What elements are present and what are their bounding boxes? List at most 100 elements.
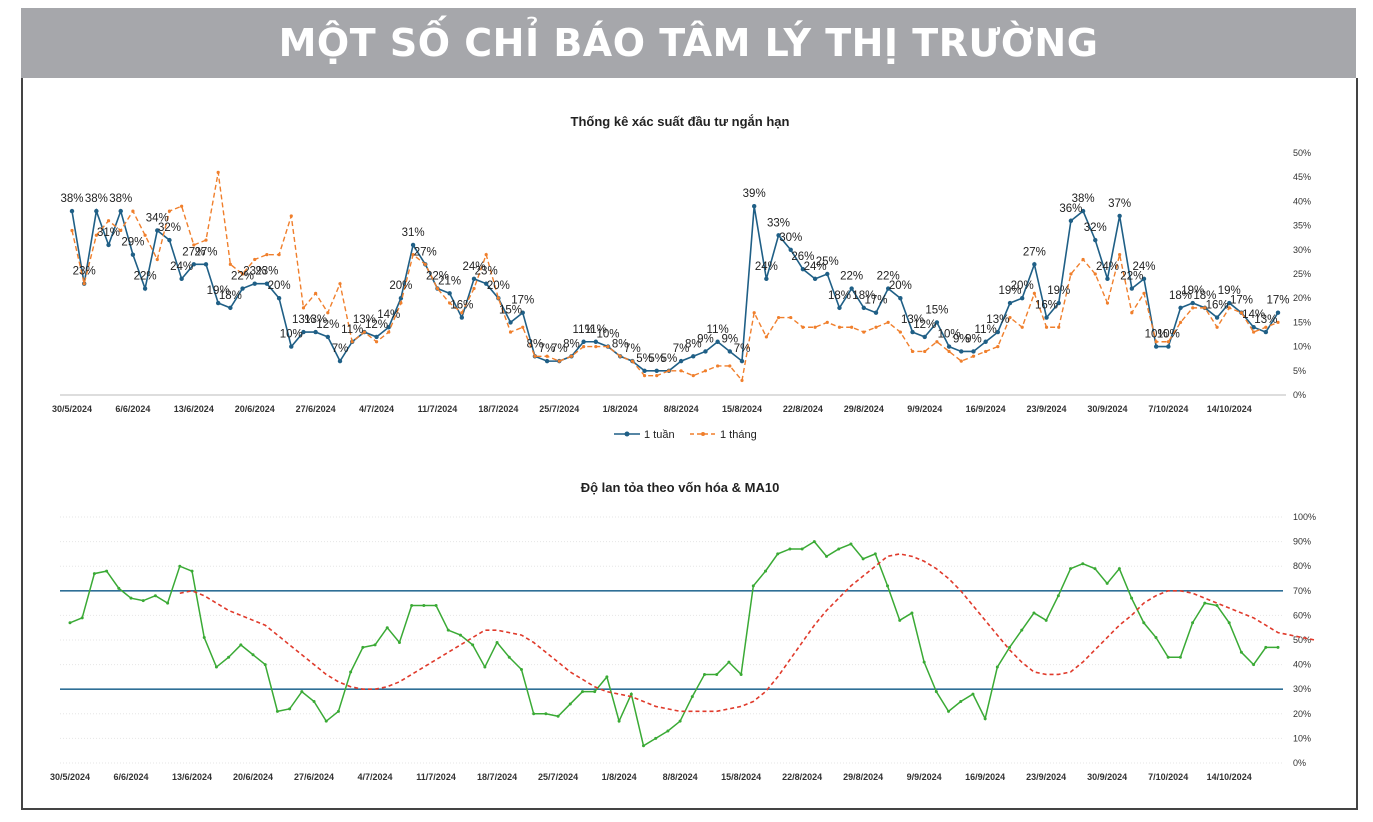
chart2-x-tick: 11/7/2024 [416, 772, 456, 782]
data-label-1-tuan: 11% [975, 324, 997, 336]
data-label-1-tuan: 17% [1266, 295, 1289, 307]
point-1-tuan [593, 339, 599, 344]
chart2-x-tick: 30/9/2024 [1087, 772, 1127, 782]
data-label-1-tuan: 24% [462, 261, 485, 273]
chart2-x-tick: 16/9/2024 [965, 772, 1005, 782]
point-1-thang [886, 320, 890, 324]
point-1-tuan [69, 208, 75, 214]
point-1-thang [984, 349, 988, 354]
data-label-1-tuan: 22% [134, 271, 157, 283]
breadth-point [788, 547, 792, 551]
chart1-x-tick: 11/7/2024 [418, 404, 458, 414]
data-label-1-tuan: 12% [316, 319, 339, 331]
breadth-point [1008, 645, 1012, 649]
chart2-x-tick: 4/7/2024 [358, 772, 393, 782]
point-1-thang [971, 354, 976, 358]
point-1-tuan [215, 300, 221, 306]
breadth-point [800, 547, 804, 551]
point-1-tuan [800, 266, 806, 272]
point-1-thang [277, 253, 281, 257]
series-1-tuan-line [71, 206, 1279, 372]
chart1-x-tick: 13/6/2024 [174, 404, 214, 414]
data-label-1-tuan: 23% [73, 266, 96, 278]
point-1-thang [521, 325, 525, 329]
point-1-thang [289, 214, 293, 218]
point-1-thang [508, 330, 513, 334]
point-1-thang [143, 233, 147, 237]
chart1-x-tick: 22/8/2024 [783, 404, 823, 414]
point-1-thang [655, 374, 659, 378]
point-1-tuan [934, 320, 940, 325]
breadth-point [385, 626, 389, 630]
point-1-tuan [764, 276, 769, 282]
point-1-thang [1178, 320, 1183, 324]
chart1-y-tick: 30% [1293, 245, 1311, 255]
data-label-1-tuan: 18% [219, 290, 242, 302]
point-1-tuan [727, 349, 733, 354]
point-1-thang [387, 330, 391, 334]
breadth-point [324, 719, 328, 723]
data-label-1-tuan: 13% [353, 314, 376, 326]
data-label-1-tuan: 20% [1011, 280, 1034, 292]
point-1-thang [435, 286, 440, 291]
point-1-thang [801, 325, 805, 329]
point-1-thang [618, 354, 622, 358]
data-label-1-tuan: 15% [925, 304, 948, 316]
point-1-tuan [167, 237, 172, 243]
breadth-point [117, 586, 121, 590]
data-label-1-tuan: 16% [450, 300, 473, 312]
point-1-thang [1105, 301, 1110, 305]
chart1-x-tick: 27/6/2024 [296, 404, 336, 414]
point-1-tuan [946, 344, 952, 349]
point-1-thang [448, 301, 452, 305]
point-1-thang [898, 330, 902, 334]
point-1-tuan [812, 276, 818, 282]
point-1-thang [703, 369, 708, 373]
breadth-point [263, 663, 267, 667]
breadth-point [1056, 594, 1060, 598]
point-1-thang [204, 238, 208, 242]
point-1-tuan [1214, 315, 1220, 320]
data-label-1-tuan: 10% [938, 329, 961, 341]
point-1-thang [411, 253, 415, 257]
breadth-point [1215, 604, 1219, 608]
data-label-1-tuan: 10% [1145, 329, 1168, 341]
point-1-thang [1239, 311, 1244, 315]
data-label-1-tuan: 9% [965, 333, 982, 345]
breadth-point [849, 542, 853, 546]
chart2-x-tick: 20/6/2024 [233, 772, 273, 782]
data-label-1-tuan: 8% [685, 338, 702, 350]
data-label-1-tuan: 20% [389, 280, 412, 292]
point-1-tuan [1263, 329, 1269, 335]
point-1-tuan [130, 252, 136, 257]
point-1-thang [1130, 311, 1134, 315]
point-1-tuan [1227, 300, 1232, 306]
chart1-y-tick: 10% [1293, 342, 1311, 352]
data-label-1-tuan: 22% [231, 271, 254, 283]
breadth-point [983, 717, 987, 721]
point-1-thang [1203, 306, 1207, 310]
point-1-thang [314, 291, 318, 295]
breadth-point [544, 712, 548, 716]
breadth-point [68, 621, 72, 625]
point-1-thang [350, 340, 354, 344]
data-label-1-tuan: 38% [109, 193, 132, 205]
data-label-1-tuan: 24% [804, 261, 827, 273]
breadth-point [275, 709, 279, 713]
chart2-y-tick: 90% [1293, 537, 1311, 547]
data-label-1-tuan: 38% [1072, 193, 1095, 205]
data-label-1-tuan: 13% [292, 314, 315, 326]
data-label-1-tuan: 38% [60, 193, 83, 205]
point-1-thang [1154, 340, 1158, 344]
legend-1-tuan-marker [624, 431, 630, 437]
chart2-x-tick: 1/8/2024 [602, 772, 637, 782]
point-1-tuan [313, 329, 318, 335]
point-1-thang [667, 369, 671, 373]
data-label-1-tuan: 20% [889, 280, 912, 292]
point-1-tuan [654, 368, 659, 373]
data-label-1-tuan: 10% [596, 329, 619, 341]
breadth-point [678, 719, 682, 723]
point-1-tuan [739, 358, 745, 364]
breadth-point [300, 690, 304, 694]
point-1-thang [362, 330, 366, 334]
